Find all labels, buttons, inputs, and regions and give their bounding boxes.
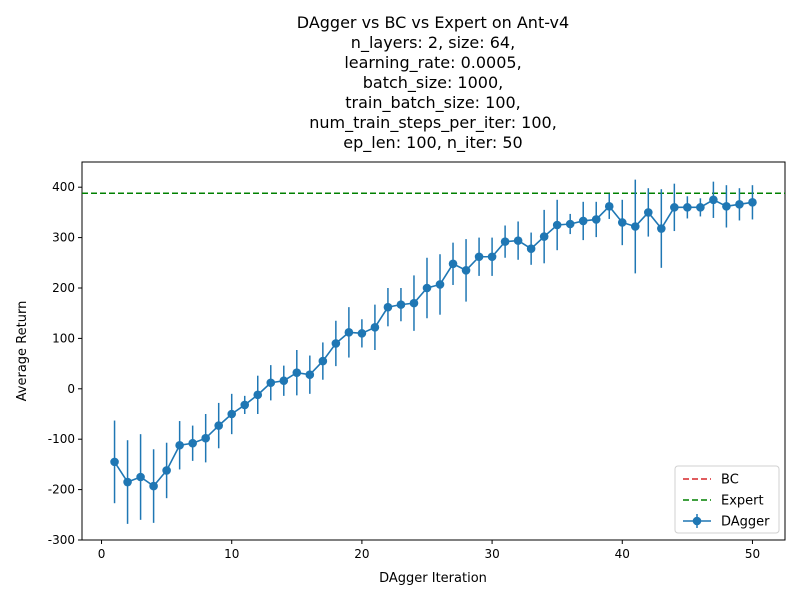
title-line: train_batch_size: 100, — [345, 93, 521, 113]
title-line: num_train_steps_per_iter: 100, — [309, 113, 557, 133]
data-point — [188, 438, 197, 448]
data-point — [670, 203, 679, 212]
data-point — [565, 219, 575, 229]
data-point — [748, 198, 757, 207]
data-point — [539, 232, 549, 241]
x-axis-label: DAgger Iteration — [379, 571, 487, 586]
y-tick-label: 400 — [52, 180, 75, 194]
data-point — [617, 218, 627, 227]
data-point — [201, 433, 210, 443]
x-tick-label: 0 — [98, 547, 106, 561]
data-point — [214, 421, 223, 430]
data-point — [318, 356, 328, 366]
data-point — [175, 440, 184, 450]
x-tick-label: 50 — [745, 547, 760, 561]
data-point — [696, 203, 705, 212]
title-line: n_layers: 2, size: 64, — [351, 33, 515, 53]
title-line: learning_rate: 0.0005, — [344, 53, 521, 73]
data-point — [735, 200, 744, 209]
data-point — [409, 298, 419, 308]
data-point — [253, 390, 263, 400]
legend-label: DAgger — [721, 515, 770, 530]
data-point — [305, 370, 315, 379]
data-point — [396, 300, 406, 309]
data-point — [162, 466, 171, 475]
y-axis-label: Average Return — [15, 301, 30, 402]
legend-box — [674, 465, 780, 534]
plot-frame — [81, 161, 786, 541]
data-point — [344, 328, 354, 337]
data-point — [435, 280, 445, 289]
data-point — [474, 252, 484, 262]
dagger-errorbars — [113, 179, 754, 524]
data-point — [500, 237, 510, 246]
data-point — [136, 472, 145, 482]
data-point — [240, 400, 250, 410]
data-point — [526, 244, 536, 253]
data-point — [279, 376, 289, 386]
x-tick-label: 10 — [224, 547, 239, 561]
data-point — [487, 252, 497, 262]
data-point — [448, 259, 458, 269]
legend-swatch-marker — [692, 516, 702, 526]
data-point — [227, 409, 237, 419]
data-point — [604, 202, 614, 211]
data-point — [383, 302, 393, 312]
data-point — [110, 457, 119, 467]
data-point — [683, 203, 692, 212]
title-line: DAgger vs BC vs Expert on Ant-v4 — [297, 13, 569, 32]
legend-entry-expert: Expert — [683, 494, 764, 509]
x-tick-label: 20 — [354, 547, 369, 561]
y-tick-label: -100 — [48, 432, 75, 446]
data-point — [370, 323, 380, 332]
title-line: ep_len: 100, n_iter: 50 — [343, 133, 522, 153]
data-point — [331, 339, 341, 348]
data-point — [461, 266, 471, 275]
y-tick-label: 0 — [67, 382, 75, 396]
data-point — [292, 368, 302, 377]
data-point — [591, 215, 601, 224]
y-tick-label: 200 — [52, 281, 75, 295]
legend-label: Expert — [721, 494, 764, 509]
dagger-series — [110, 195, 757, 491]
y-tick-label: -300 — [48, 533, 75, 547]
data-point — [578, 216, 588, 226]
x-axis: 0 10 20 30 40 50 — [98, 540, 760, 561]
data-point — [123, 477, 132, 487]
legend-entry-dagger: DAgger — [683, 514, 770, 530]
legend-label: BC — [721, 473, 739, 488]
dagger-line — [113, 198, 753, 488]
data-point — [422, 283, 432, 293]
data-point — [357, 329, 367, 338]
data-point — [644, 208, 653, 217]
data-point — [266, 378, 276, 388]
x-tick-label: 30 — [484, 547, 499, 561]
y-tick-label: -200 — [48, 483, 75, 497]
x-tick-label: 40 — [615, 547, 630, 561]
chart-title: DAgger vs BC vs Expert on Ant-v4n_layers… — [297, 13, 569, 153]
y-axis: -300 -200 -100 0 100 200 300 400 — [48, 180, 82, 547]
y-tick-label: 300 — [52, 231, 75, 245]
legend: BC Expert DAgger — [674, 465, 780, 534]
data-point — [630, 222, 640, 231]
data-point — [657, 224, 666, 233]
data-point — [552, 220, 562, 230]
data-point — [722, 202, 731, 211]
y-tick-label: 100 — [52, 331, 75, 345]
data-point — [709, 195, 718, 205]
title-line: batch_size: 1000, — [363, 73, 503, 93]
data-point — [149, 481, 158, 491]
data-point — [513, 236, 523, 245]
legend-entry-bc: BC — [683, 473, 739, 488]
